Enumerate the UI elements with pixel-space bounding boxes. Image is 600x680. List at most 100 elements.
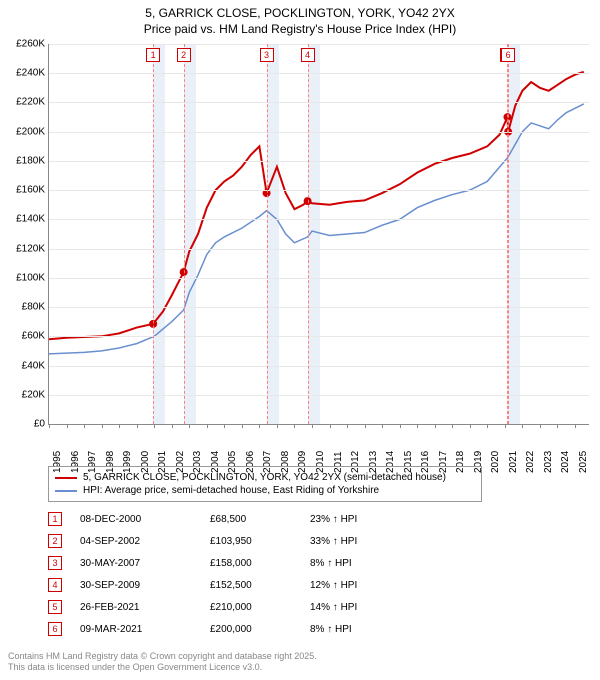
sale-marker-label: 6: [501, 48, 515, 62]
sale-uplift: 23% ↑ HPI: [310, 514, 430, 525]
chart-plot-area: £0£20K£40K£60K£80K£100K£120K£140K£160K£1…: [48, 44, 589, 425]
sale-uplift: 12% ↑ HPI: [310, 580, 430, 591]
x-tick: [575, 424, 576, 428]
sale-number: 5: [48, 600, 62, 614]
footer-line-2: This data is licensed under the Open Gov…: [8, 662, 317, 674]
x-tick: [347, 424, 348, 428]
x-tick: [417, 424, 418, 428]
x-tick: [259, 424, 260, 428]
x-tick: [67, 424, 68, 428]
series-price_paid: [49, 72, 584, 339]
x-tick: [242, 424, 243, 428]
sale-dashline: [267, 44, 268, 424]
sale-marker-label: 2: [177, 48, 191, 62]
x-tick: [207, 424, 208, 428]
x-tick: [487, 424, 488, 428]
x-tick: [189, 424, 190, 428]
sale-price: £68,500: [210, 514, 310, 525]
x-tick: [172, 424, 173, 428]
sale-number: 1: [48, 512, 62, 526]
y-axis-label: £60K: [5, 331, 45, 342]
sale-uplift: 8% ↑ HPI: [310, 558, 430, 569]
sales-table: 1 08-DEC-2000£68,50023% ↑ HPI 204-SEP-2002…: [48, 508, 430, 640]
legend-swatch: [55, 477, 77, 479]
y-axis-label: £160K: [5, 185, 45, 196]
sale-date: 09-MAR-2021: [80, 624, 210, 635]
legend: 5, GARRICK CLOSE, POCKLINGTON, YORK, YO4…: [48, 466, 482, 502]
sale-date: 26-FEB-2021: [80, 602, 210, 613]
x-tick: [49, 424, 50, 428]
y-axis-label: £120K: [5, 243, 45, 254]
sale-price: £200,000: [210, 624, 310, 635]
y-axis-label: £20K: [5, 389, 45, 400]
sale-number: 4: [48, 578, 62, 592]
sale-date: 30-MAY-2007: [80, 558, 210, 569]
sale-row: 330-MAY-2007£158,0008% ↑ HPI: [48, 552, 430, 574]
sale-row: 204-SEP-2002£103,95033% ↑ HPI: [48, 530, 430, 552]
x-tick: [312, 424, 313, 428]
x-tick: [505, 424, 506, 428]
x-axis-label: 2021: [508, 451, 519, 473]
chart-container: 5, GARRICK CLOSE, POCKLINGTON, YORK, YO4…: [0, 0, 600, 680]
x-axis-label: 2025: [578, 451, 589, 473]
legend-label: 5, GARRICK CLOSE, POCKLINGTON, YORK, YO4…: [83, 472, 446, 483]
sale-marker-label: 4: [301, 48, 315, 62]
sale-number: 6: [48, 622, 62, 636]
footer-attribution: Contains HM Land Registry data © Crown c…: [8, 651, 317, 674]
sale-date: 08-DEC-2000: [80, 514, 210, 525]
x-tick: [102, 424, 103, 428]
x-tick: [137, 424, 138, 428]
sale-marker-label: 1: [146, 48, 160, 62]
y-axis-label: £200K: [5, 126, 45, 137]
sale-row: 6 09-MAR-2021£200,0008% ↑ HPI: [48, 618, 430, 640]
x-tick: [154, 424, 155, 428]
sale-marker-label: 3: [260, 48, 274, 62]
x-tick: [470, 424, 471, 428]
x-tick: [224, 424, 225, 428]
x-axis-label: 2024: [560, 451, 571, 473]
title-line-2: Price paid vs. HM Land Registry's House …: [0, 22, 600, 38]
sale-dashline: [508, 44, 509, 424]
x-axis-label: 2023: [543, 451, 554, 473]
x-tick: [382, 424, 383, 428]
y-axis-label: £180K: [5, 155, 45, 166]
sale-uplift: 8% ↑ HPI: [310, 624, 430, 635]
y-axis-label: £80K: [5, 302, 45, 313]
x-tick: [400, 424, 401, 428]
x-tick: [365, 424, 366, 428]
y-axis-label: £260K: [5, 39, 45, 50]
x-tick: [540, 424, 541, 428]
sale-dashline: [184, 44, 185, 424]
x-tick: [277, 424, 278, 428]
legend-swatch: [55, 490, 77, 492]
x-axis-label: 2020: [490, 451, 501, 473]
x-tick: [330, 424, 331, 428]
footer-line-1: Contains HM Land Registry data © Crown c…: [8, 651, 317, 663]
sale-date: 04-SEP-2002: [80, 536, 210, 547]
series-hpi: [49, 104, 584, 354]
sale-row: 526-FEB-2021£210,00014% ↑ HPI: [48, 596, 430, 618]
y-axis-label: £140K: [5, 214, 45, 225]
x-tick: [119, 424, 120, 428]
sale-uplift: 14% ↑ HPI: [310, 602, 430, 613]
y-axis-label: £100K: [5, 272, 45, 283]
sale-price: £103,950: [210, 536, 310, 547]
x-tick: [452, 424, 453, 428]
legend-item: 5, GARRICK CLOSE, POCKLINGTON, YORK, YO4…: [55, 471, 475, 484]
x-tick: [294, 424, 295, 428]
sale-uplift: 33% ↑ HPI: [310, 536, 430, 547]
chart-title: 5, GARRICK CLOSE, POCKLINGTON, YORK, YO4…: [0, 0, 600, 37]
x-tick: [557, 424, 558, 428]
sale-row: 1 08-DEC-2000£68,50023% ↑ HPI: [48, 508, 430, 530]
sale-row: 430-SEP-2009£152,50012% ↑ HPI: [48, 574, 430, 596]
legend-label: HPI: Average price, semi-detached house,…: [83, 485, 379, 496]
sale-dashline: [153, 44, 154, 424]
legend-item: HPI: Average price, semi-detached house,…: [55, 484, 475, 497]
sale-price: £158,000: [210, 558, 310, 569]
sale-date: 30-SEP-2009: [80, 580, 210, 591]
x-tick: [435, 424, 436, 428]
y-axis-label: £240K: [5, 68, 45, 79]
x-tick: [522, 424, 523, 428]
y-axis-label: £220K: [5, 97, 45, 108]
y-axis-label: £0: [5, 419, 45, 430]
